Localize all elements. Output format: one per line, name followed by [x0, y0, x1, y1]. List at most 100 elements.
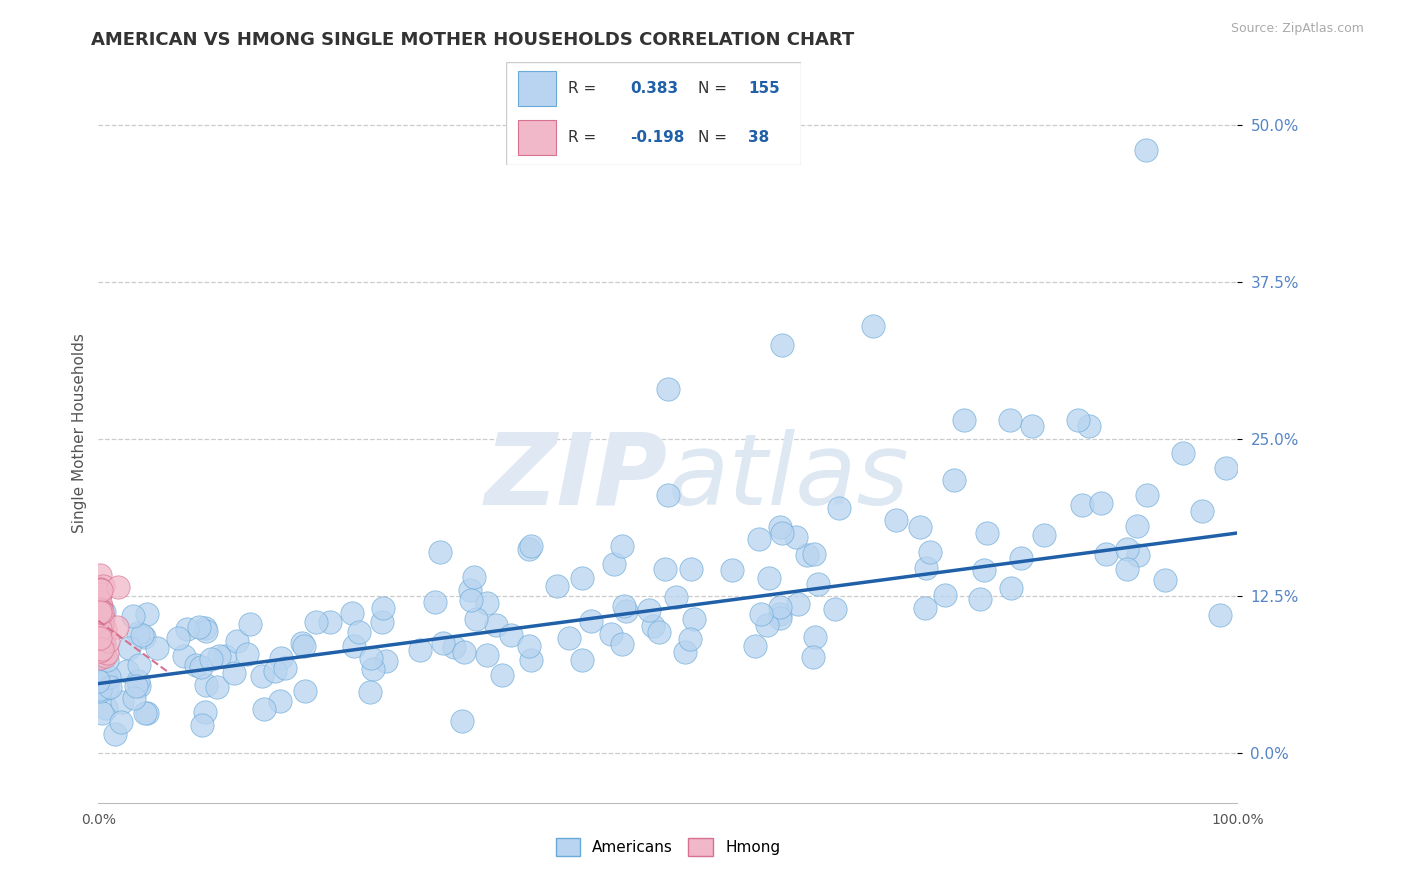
Point [914, 601, 936, 615]
Text: 155: 155 [748, 80, 780, 95]
Point [89, 582, 111, 596]
Point [1135, 488, 1157, 502]
Point [91, 618, 114, 632]
Point [89, 606, 111, 620]
Point [270, 651, 292, 665]
Point [117, 641, 139, 656]
Point [89, 598, 111, 612]
Point [370, 615, 392, 629]
Point [678, 632, 700, 646]
Point [517, 639, 540, 653]
Point [637, 602, 659, 616]
Text: 38: 38 [748, 130, 769, 145]
Point [969, 592, 991, 607]
Point [89, 602, 111, 616]
Point [214, 648, 236, 663]
Point [89, 631, 111, 645]
Point [657, 488, 679, 502]
Point [122, 609, 145, 624]
Point [976, 526, 998, 541]
Point [1021, 419, 1043, 434]
Point [1126, 548, 1149, 562]
Point [91, 611, 114, 625]
Point [499, 628, 522, 642]
Point [89, 667, 111, 681]
Point [128, 679, 150, 693]
Text: atlas: atlas [668, 428, 910, 525]
Text: AMERICAN VS HMONG SINGLE MOTHER HOUSEHOLDS CORRELATION CHART: AMERICAN VS HMONG SINGLE MOTHER HOUSEHOL… [91, 31, 855, 49]
Point [89, 595, 111, 609]
Point [89, 587, 111, 601]
Point [1095, 547, 1118, 561]
Point [453, 645, 475, 659]
Point [105, 620, 128, 634]
Point [90, 599, 112, 614]
Point [785, 530, 807, 544]
Point [770, 526, 793, 541]
Point [681, 562, 703, 576]
Point [477, 596, 499, 610]
Point [89, 622, 111, 636]
Point [136, 706, 159, 721]
Point [1154, 573, 1177, 587]
Point [1067, 413, 1090, 427]
Point [253, 702, 276, 716]
Point [934, 588, 956, 602]
Point [294, 684, 316, 698]
Point [1000, 581, 1022, 595]
Point [127, 673, 149, 688]
Point [89, 646, 111, 660]
Point [291, 636, 314, 650]
Point [167, 632, 190, 646]
Point [128, 657, 150, 672]
Point [657, 382, 679, 396]
Point [1116, 541, 1139, 556]
Point [828, 500, 851, 515]
Point [173, 648, 195, 663]
Point [614, 604, 637, 618]
Point [110, 715, 132, 730]
Point [93, 622, 115, 636]
Point [599, 627, 621, 641]
Point [755, 618, 778, 632]
Point [252, 669, 274, 683]
Point [546, 578, 568, 592]
Point [464, 612, 486, 626]
Point [884, 513, 907, 527]
Point [824, 601, 846, 615]
Point [721, 563, 744, 577]
Point [1115, 562, 1137, 576]
Point [768, 520, 790, 534]
Point [641, 619, 664, 633]
Point [93, 636, 115, 650]
Point [89, 583, 111, 598]
Point [91, 632, 114, 647]
Point [193, 705, 215, 719]
Point [91, 616, 114, 631]
Point [520, 539, 543, 553]
Point [409, 643, 432, 657]
Point [998, 413, 1021, 427]
Point [796, 548, 818, 562]
Point [89, 582, 111, 596]
Point [89, 630, 111, 644]
Point [1126, 519, 1149, 533]
Point [1071, 498, 1094, 512]
Point [612, 539, 634, 553]
Text: N =: N = [697, 130, 727, 145]
Point [862, 318, 884, 333]
Point [146, 641, 169, 656]
Point [360, 651, 382, 665]
Point [973, 563, 995, 577]
Point [371, 601, 394, 615]
Point [200, 652, 222, 666]
Point [90, 583, 112, 598]
Point [98, 680, 121, 694]
Point [648, 624, 671, 639]
Point [786, 597, 808, 611]
Point [89, 651, 111, 665]
Point [87, 637, 110, 651]
Point [96, 646, 118, 660]
Point [749, 607, 772, 622]
Point [613, 599, 636, 613]
